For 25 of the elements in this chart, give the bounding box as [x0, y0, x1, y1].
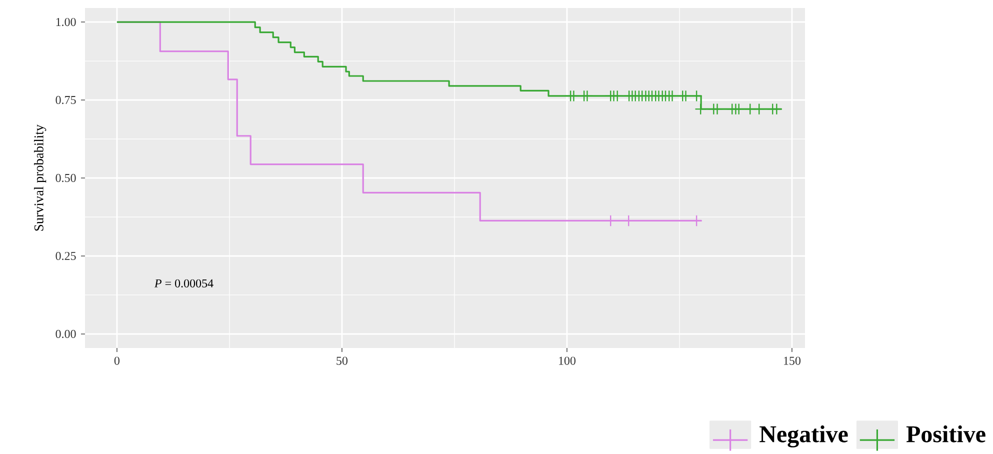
- point: [666, 90, 678, 102]
- point: [744, 103, 756, 115]
- point: [694, 103, 707, 115]
- y-tick-label: 0.00: [56, 330, 76, 338]
- legend-label: Positive: [906, 425, 986, 442]
- y-tick-label: 1.00: [56, 18, 76, 26]
- y-tick-label: 0.50: [56, 174, 76, 182]
- point: [581, 90, 594, 102]
- y-axis-title: Survival probability: [34, 124, 46, 231]
- point: [753, 103, 766, 115]
- x-tick-label: 50: [336, 356, 348, 365]
- point: [690, 90, 702, 102]
- x-tick-label: 0: [114, 356, 120, 365]
- x-tick-label: 100: [559, 356, 576, 365]
- point: [732, 103, 745, 115]
- legend-label: Negative: [760, 425, 848, 448]
- y-tick-label: 0.75: [56, 96, 76, 104]
- point: [568, 90, 580, 102]
- point: [711, 103, 724, 115]
- point: [680, 90, 692, 102]
- annotation: P = 0.00054: [154, 279, 214, 288]
- x-tick-label: 150: [784, 356, 800, 365]
- y-tick-label: 0.25: [56, 252, 76, 260]
- point: [770, 103, 783, 115]
- point: [611, 90, 624, 102]
